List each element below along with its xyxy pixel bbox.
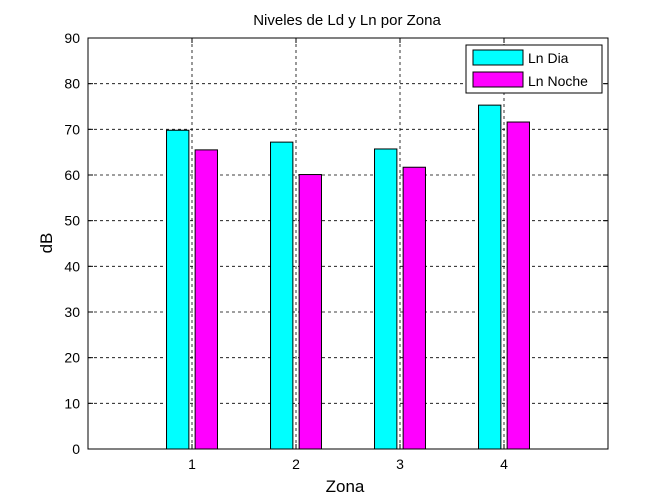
x-tick-label: 2 <box>292 456 300 472</box>
y-tick-label: 60 <box>64 167 80 183</box>
y-tick-label: 80 <box>64 76 80 92</box>
bar-ln-dia-zona-1 <box>166 129 190 450</box>
bar-ln-noche-zona-4 <box>506 121 530 450</box>
y-axis-label: dB <box>37 233 56 254</box>
legend-label-ln-dia: Ln Dia <box>528 50 569 66</box>
bar-ln-dia-zona-3 <box>374 148 398 450</box>
ticks: 0 10 20 30 40 50 60 70 80 90 1 2 3 4 <box>64 30 608 472</box>
x-tick-label: 3 <box>396 456 404 472</box>
y-tick-label: 90 <box>64 30 80 46</box>
legend: Ln Dia Ln Noche <box>465 44 603 94</box>
y-tick-label: 10 <box>64 395 80 411</box>
x-tick-label: 4 <box>500 456 508 472</box>
x-axis-label: Zona <box>326 477 365 496</box>
y-tick-label: 20 <box>64 350 80 366</box>
legend-label-ln-noche: Ln Noche <box>528 73 588 89</box>
y-tick-label: 0 <box>72 441 80 457</box>
y-tick-label: 70 <box>64 121 80 137</box>
bar-ln-noche-zona-2 <box>298 174 322 450</box>
chart-title: Niveles de Ld y Ln por Zona <box>253 12 441 29</box>
x-tick-label: 1 <box>188 456 196 472</box>
bar-ln-dia-zona-2 <box>270 141 294 450</box>
legend-swatch-ln-noche <box>472 71 524 88</box>
bar-ln-noche-zona-1 <box>194 149 218 450</box>
y-tick-label: 50 <box>64 213 80 229</box>
bar-ln-dia-zona-4 <box>478 104 502 450</box>
legend-swatch-ln-dia <box>472 49 524 66</box>
bar-ln-noche-zona-3 <box>402 166 426 450</box>
plot-frame <box>87 37 609 450</box>
y-tick-label: 40 <box>64 258 80 274</box>
y-tick-label: 30 <box>64 304 80 320</box>
plot-background <box>88 38 608 449</box>
bars <box>166 104 530 450</box>
